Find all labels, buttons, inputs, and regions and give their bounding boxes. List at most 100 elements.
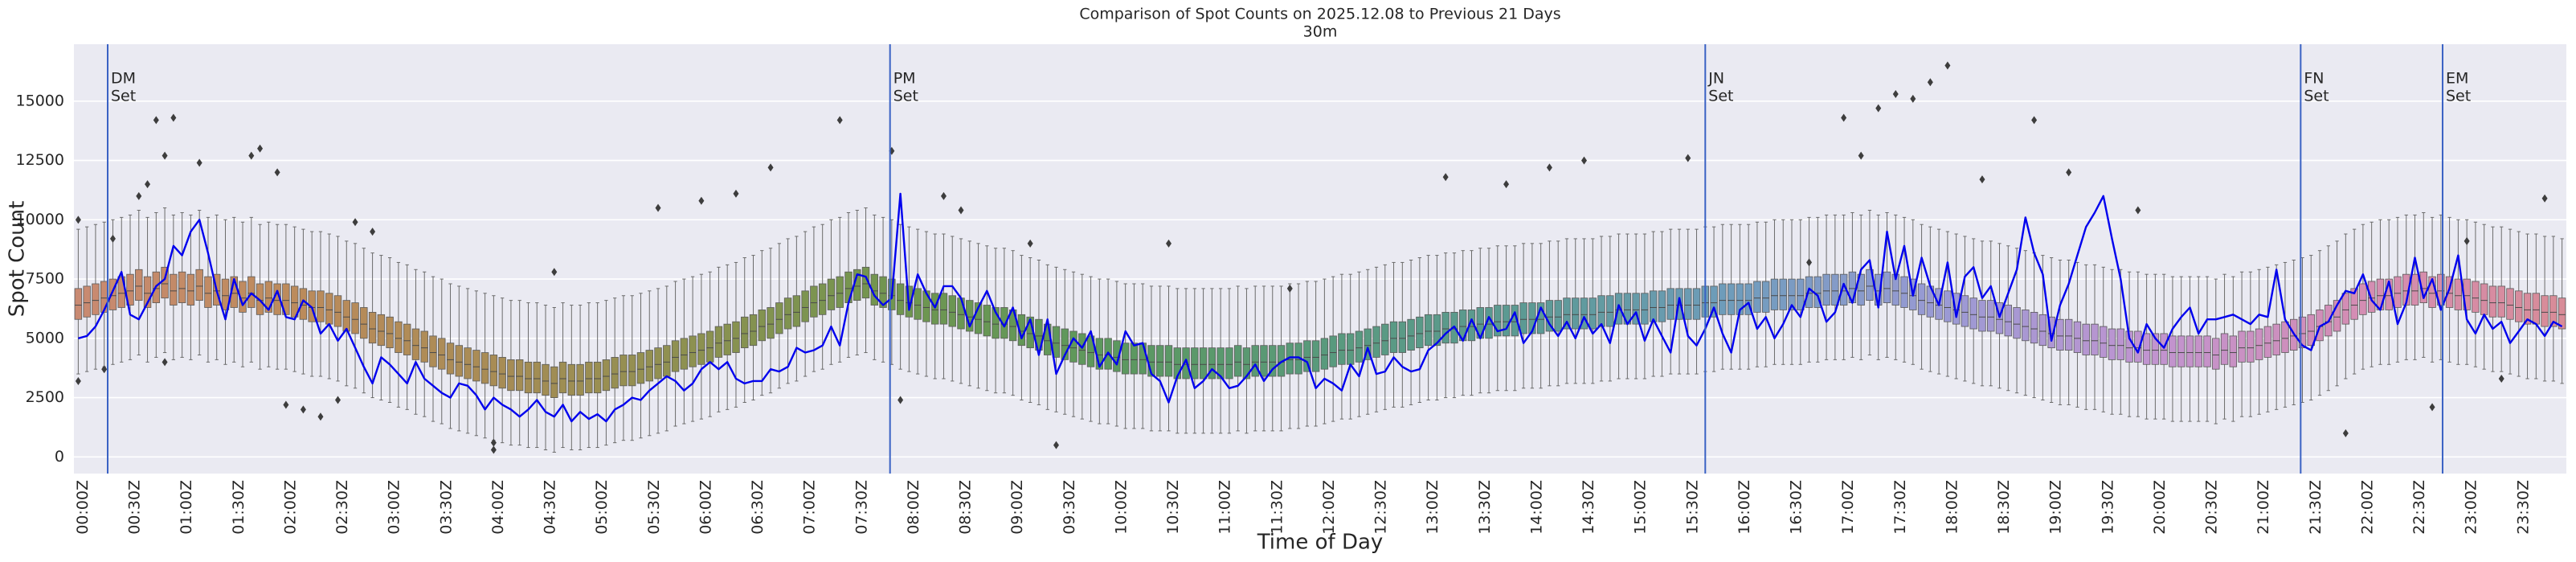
box xyxy=(2272,323,2280,355)
outlier xyxy=(1027,239,1033,248)
outlier xyxy=(145,180,151,189)
box xyxy=(524,361,533,394)
box xyxy=(636,352,645,384)
box xyxy=(1744,283,1752,315)
box xyxy=(1139,343,1147,375)
box xyxy=(411,328,420,360)
x-tick-label: 11:00Z xyxy=(1216,480,1234,535)
box xyxy=(602,359,611,392)
x-tick-label: 04:30Z xyxy=(542,480,559,535)
box xyxy=(1684,288,1692,320)
x-tick-label: 08:30Z xyxy=(957,480,975,535)
box xyxy=(2419,271,2427,303)
box xyxy=(1822,273,1830,306)
box xyxy=(680,338,689,370)
box xyxy=(360,307,368,339)
box xyxy=(611,357,619,389)
y-tick-label: 5000 xyxy=(26,329,64,347)
box xyxy=(576,363,584,396)
outlier xyxy=(75,376,81,385)
box xyxy=(1052,326,1061,358)
x-tick-label: 17:00Z xyxy=(1839,480,1857,535)
box xyxy=(593,361,602,394)
box xyxy=(2238,330,2246,363)
outlier xyxy=(2135,206,2141,215)
box xyxy=(1355,330,1364,363)
y-tick-label: 0 xyxy=(55,448,64,466)
x-tick-label: 00:00Z xyxy=(74,480,92,535)
box xyxy=(1779,278,1787,310)
box xyxy=(1494,305,1502,337)
box xyxy=(178,271,186,303)
box xyxy=(126,273,134,306)
box xyxy=(645,350,653,382)
x-tick-label: 23:30Z xyxy=(2514,480,2532,535)
box xyxy=(195,269,203,302)
box xyxy=(1441,311,1450,344)
x-tick-label: 22:00Z xyxy=(2358,480,2376,535)
box xyxy=(1407,318,1415,351)
box xyxy=(836,276,844,308)
box xyxy=(1831,273,1839,306)
box xyxy=(705,330,714,363)
box xyxy=(377,314,386,347)
box xyxy=(247,276,256,308)
box xyxy=(1969,297,1977,330)
box xyxy=(403,323,411,355)
outlier xyxy=(335,396,341,404)
box xyxy=(83,285,91,318)
box xyxy=(1519,302,1527,334)
plot-background xyxy=(74,44,2566,474)
box xyxy=(1251,345,1259,377)
outlier xyxy=(2342,429,2349,437)
x-tick-label: 23:00Z xyxy=(2463,480,2480,535)
box xyxy=(1632,293,1640,325)
box xyxy=(2091,323,2099,355)
box xyxy=(515,359,524,392)
x-tick-label: 05:00Z xyxy=(593,480,611,535)
outlier xyxy=(2541,194,2548,203)
box xyxy=(2186,335,2194,367)
box xyxy=(2307,314,2315,347)
y-tick-label: 15000 xyxy=(16,92,64,109)
box xyxy=(204,276,212,308)
outlier xyxy=(274,168,280,177)
box xyxy=(2212,338,2220,370)
box xyxy=(992,307,1000,339)
box xyxy=(723,323,731,355)
box xyxy=(170,273,178,306)
event-label: Set xyxy=(1708,88,1733,105)
outlier xyxy=(1685,154,1691,162)
box xyxy=(585,361,593,394)
event-label: Set xyxy=(2446,88,2471,105)
box xyxy=(1225,347,1233,379)
outlier xyxy=(2031,116,2038,125)
x-tick-label: 16:00Z xyxy=(1736,480,1753,535)
box xyxy=(1805,276,1813,308)
box xyxy=(1156,345,1164,377)
outlier xyxy=(2429,403,2435,412)
outlier xyxy=(1910,94,1916,103)
outlier xyxy=(940,191,947,200)
box xyxy=(1113,340,1121,372)
x-tick-label: 12:00Z xyxy=(1320,480,1338,535)
box xyxy=(2549,295,2558,327)
box xyxy=(1069,330,1077,363)
box xyxy=(2255,328,2263,360)
box xyxy=(2038,314,2047,347)
box xyxy=(489,355,498,387)
box xyxy=(1944,290,1952,322)
box xyxy=(1572,297,1580,330)
x-tick-label: 10:00Z xyxy=(1112,480,1130,535)
box xyxy=(732,321,740,353)
box xyxy=(567,363,576,396)
box xyxy=(455,345,464,377)
y-tick-label: 10000 xyxy=(16,211,64,228)
box xyxy=(438,338,446,370)
box xyxy=(1978,300,1986,332)
box xyxy=(342,300,350,332)
outlier xyxy=(2066,168,2072,177)
outlier xyxy=(1875,104,1882,113)
box xyxy=(2541,295,2549,327)
box xyxy=(1900,276,1908,308)
